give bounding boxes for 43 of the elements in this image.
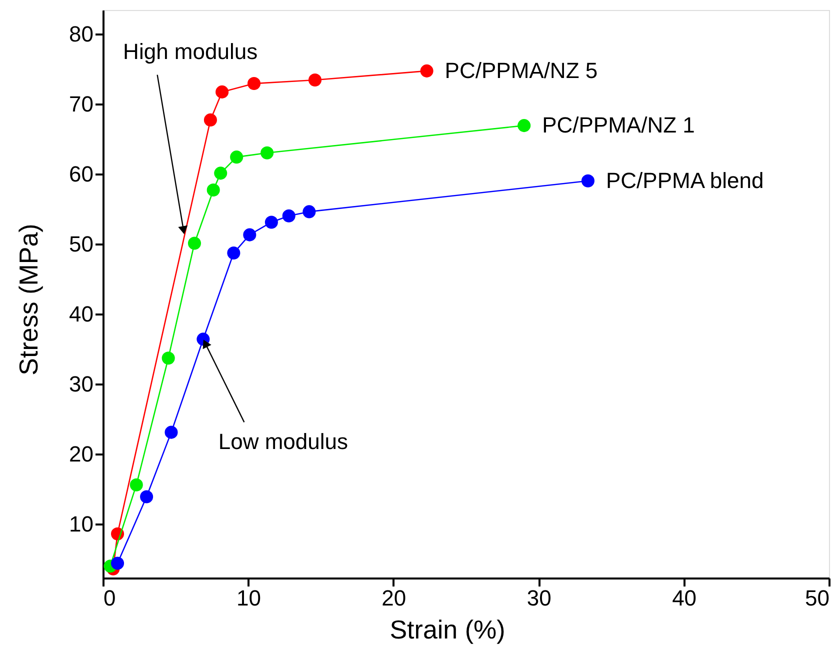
- point: [164, 426, 178, 439]
- point: [216, 85, 229, 98]
- point: [260, 146, 274, 160]
- point: [162, 352, 175, 365]
- series-label: PC/PPMA/NZ 5: [444, 58, 598, 83]
- x-tick-label: 10: [236, 586, 261, 610]
- series-label: PC/PPMA blend: [606, 168, 764, 193]
- point: [130, 478, 143, 492]
- point: [247, 77, 261, 90]
- point: [204, 113, 217, 126]
- y-tick-label: 60: [69, 161, 94, 186]
- x-tick-label: 40: [672, 586, 697, 610]
- point: [227, 246, 240, 260]
- x-tick-label: 20: [382, 586, 406, 610]
- point: [282, 209, 296, 222]
- point: [188, 236, 201, 250]
- x-tick-label: 50: [805, 586, 830, 610]
- y-axis-title: Stress (MPa): [14, 224, 44, 376]
- point: [214, 166, 228, 180]
- point: [243, 228, 256, 242]
- y-tick-label: 50: [69, 231, 94, 256]
- y-tick-label: 30: [69, 372, 94, 396]
- point: [264, 216, 278, 229]
- annotation: Low modulus: [218, 429, 348, 454]
- x-tick-label: 30: [526, 586, 552, 610]
- point: [111, 556, 124, 570]
- point: [518, 119, 531, 132]
- point: [581, 174, 594, 188]
- y-tick-label: 80: [69, 21, 94, 46]
- annotation: High modulus: [123, 38, 258, 64]
- y-tick-label: 10: [69, 512, 94, 537]
- y-tick-label: 40: [69, 301, 94, 326]
- x-tick-label: 0: [104, 586, 116, 610]
- point: [206, 183, 220, 196]
- series-label: PC/PPMA/NZ 1: [542, 112, 695, 138]
- y-tick-label: 70: [69, 91, 94, 116]
- point: [230, 150, 244, 164]
- x-axis-title: Strain (%): [390, 614, 506, 644]
- y-tick-label: 20: [69, 442, 94, 467]
- point: [302, 205, 316, 218]
- point: [308, 74, 322, 87]
- point: [140, 490, 154, 504]
- point: [420, 64, 434, 78]
